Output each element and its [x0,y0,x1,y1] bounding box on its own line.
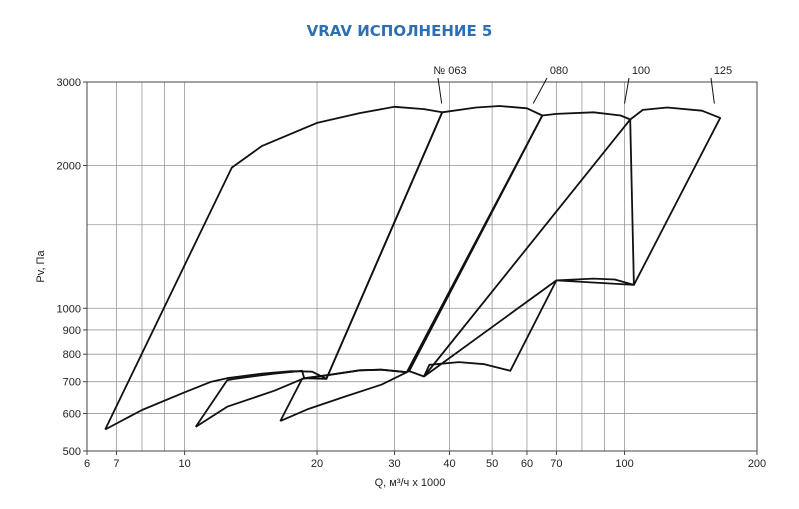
y-tick-label: 700 [63,377,81,389]
x-tick-label: 200 [748,458,766,470]
x-tick-label: 60 [521,458,533,470]
series-label: 125 [714,65,732,77]
y-axis-label: Pv, Па [35,250,47,283]
x-tick-label: 30 [388,458,400,470]
y-tick-label: 900 [63,325,81,337]
x-tick-label: 20 [311,458,323,470]
series-curve-080 [194,105,544,428]
y-tick-label: 800 [63,349,81,361]
y-tick-label: 3000 [57,77,81,89]
y-tick-label: 2000 [57,161,81,173]
plot-frame [86,81,758,452]
series-curve-063 [104,105,444,431]
series-leader-line [532,77,548,104]
y-tick-label: 500 [63,446,81,458]
x-tick-label: 70 [550,458,562,470]
x-axis-label: Q, м³/ч x 1000 [375,477,446,489]
series-label: 080 [550,65,568,77]
x-tick-label: 6 [84,458,90,470]
x-tick-label: 10 [178,458,190,470]
series-curve-100 [279,111,632,422]
x-tick-label: 50 [486,458,498,470]
series-leader-line [437,77,443,104]
x-tick-label: 7 [113,458,119,470]
chart-title: VRAV ИСПОЛНЕНИЕ 5 [306,22,493,40]
series-label: 100 [632,65,650,77]
series-leader-line [710,77,715,104]
x-tick-label: 100 [615,458,633,470]
y-tick-label: 600 [63,408,81,420]
series-curve-125 [423,106,722,378]
y-tick-label: 1000 [57,303,81,315]
x-tick-label: 40 [443,458,455,470]
series-leader-line [624,77,630,104]
series-label: № 063 [433,65,466,77]
